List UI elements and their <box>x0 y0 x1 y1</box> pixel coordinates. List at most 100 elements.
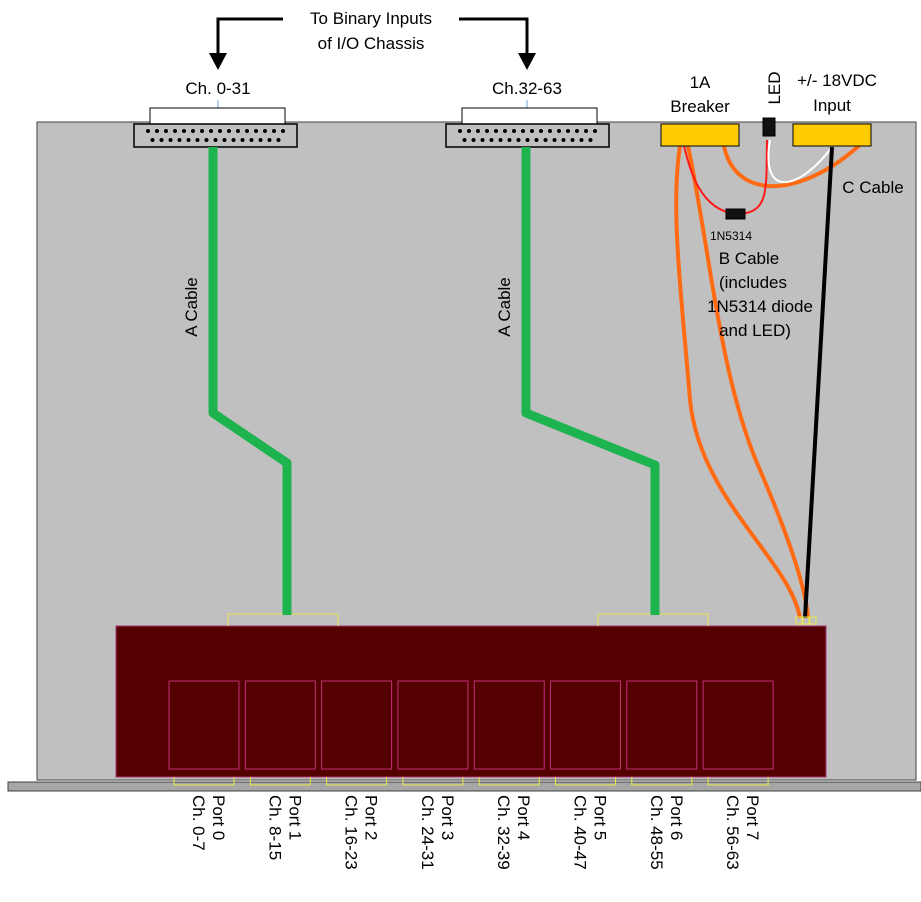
port-channels-label: Ch. 8-15 <box>265 795 284 860</box>
connector-pin <box>534 138 539 142</box>
connector-pin <box>267 138 272 142</box>
right-db-connector <box>445 100 610 148</box>
connector-pin <box>222 138 227 142</box>
black-wire <box>803 146 834 619</box>
b-cable-label-line: 1N5314 diode <box>707 297 813 316</box>
b-cable-orange-2 <box>686 145 810 619</box>
connector-pin <box>521 129 525 133</box>
port-header <box>555 777 616 786</box>
board-port-socket <box>397 680 469 770</box>
diode-icon <box>725 208 746 220</box>
b-cable-label-line: and LED) <box>719 321 791 340</box>
a-cable-left <box>208 147 292 615</box>
port-channels-label: Ch. 48-55 <box>647 795 666 870</box>
port-channels-label: Ch. 0-7 <box>189 795 208 851</box>
connector-pin <box>498 138 503 142</box>
connector-pin <box>218 129 222 133</box>
connector-pin <box>566 129 570 133</box>
connector-pin <box>593 129 597 133</box>
connector-pin <box>200 129 204 133</box>
port-label: Port 2 <box>362 795 381 840</box>
a-cable-left-label: A Cable <box>182 277 201 337</box>
connector-pin <box>476 129 480 133</box>
port-label: Port 0 <box>209 795 228 840</box>
connector-pin <box>245 129 249 133</box>
header-line-1: To Binary Inputs <box>310 9 432 28</box>
right-connector-label: Ch.32-63 <box>492 79 562 98</box>
port-channels-label: Ch. 16-23 <box>342 795 361 870</box>
connector-pin <box>209 129 213 133</box>
diode-label: 1N5314 <box>710 229 752 243</box>
connector-pin <box>213 138 218 142</box>
port-channels-label: Ch. 40-47 <box>571 795 590 870</box>
input-label-line-2: Input <box>813 96 851 115</box>
connector-pin <box>570 138 575 142</box>
connector-pin <box>150 138 155 142</box>
board-port-socket <box>550 680 621 770</box>
a-cable-right-label: A Cable <box>495 277 514 337</box>
connector-pin <box>155 129 159 133</box>
connector-pin <box>557 129 561 133</box>
connector-pin <box>579 138 584 142</box>
connector-pin <box>489 138 494 142</box>
left-db-connector <box>133 100 298 148</box>
port-header <box>249 777 311 786</box>
c-cable-label: C Cable <box>842 178 903 197</box>
b-cable-label: B Cable (includes 1N5314 diode and LED) <box>707 249 813 340</box>
port-header <box>326 777 388 786</box>
port-header <box>631 777 693 786</box>
a-cable-right <box>521 147 660 615</box>
connector-pin <box>258 138 263 142</box>
connector-pin <box>263 129 267 133</box>
connector-pin <box>186 138 191 142</box>
connector-pin <box>575 129 579 133</box>
connector-pin <box>467 129 471 133</box>
connector-pin <box>458 129 462 133</box>
power-terminal <box>795 616 817 625</box>
chassis-bottom-rail <box>7 781 921 792</box>
port-label: Port 3 <box>438 795 457 840</box>
connector-pin <box>507 138 512 142</box>
connector-pin <box>191 129 195 133</box>
connector-pin <box>227 129 231 133</box>
connector-pin <box>494 129 498 133</box>
power-input-block <box>792 123 872 147</box>
connector-pin <box>512 129 516 133</box>
connector-pin <box>249 138 254 142</box>
port-label: Port 7 <box>743 795 762 840</box>
connector-pin <box>543 138 548 142</box>
port-header <box>707 777 769 786</box>
board-port-socket <box>626 680 698 770</box>
port-channels-label: Ch. 32-39 <box>494 795 513 870</box>
port-label: Port 6 <box>667 795 686 840</box>
connector-pin <box>530 129 534 133</box>
breaker-label-line-2: Breaker <box>670 97 730 116</box>
connector-pin <box>276 138 281 142</box>
port-header <box>173 777 235 786</box>
connector-pin <box>164 129 168 133</box>
port-channels-label: Ch. 24-31 <box>418 795 437 870</box>
left-arrow <box>209 17 283 70</box>
connector-pin <box>177 138 182 142</box>
board-port-socket <box>244 680 316 770</box>
board-port-socket <box>702 680 774 770</box>
port-header <box>478 777 540 786</box>
connector-pin <box>485 129 489 133</box>
b-cable-label-line: (includes <box>719 273 787 292</box>
breaker-block <box>660 123 740 147</box>
left-connector-label: Ch. 0-31 <box>185 79 250 98</box>
connector-pin <box>195 138 200 142</box>
c-cable-orange <box>722 141 864 189</box>
connector-pin <box>462 138 467 142</box>
white-wire <box>767 139 833 183</box>
connector-pin <box>561 138 566 142</box>
connector-pin <box>204 138 209 142</box>
connector-pin <box>548 129 552 133</box>
port-label: Port 5 <box>591 795 610 840</box>
board-port-socket <box>321 680 393 770</box>
board-port-socket <box>473 680 545 770</box>
header-line-2: of I/O Chassis <box>318 34 425 53</box>
right-arrow <box>459 17 536 70</box>
connector-pin <box>236 129 240 133</box>
